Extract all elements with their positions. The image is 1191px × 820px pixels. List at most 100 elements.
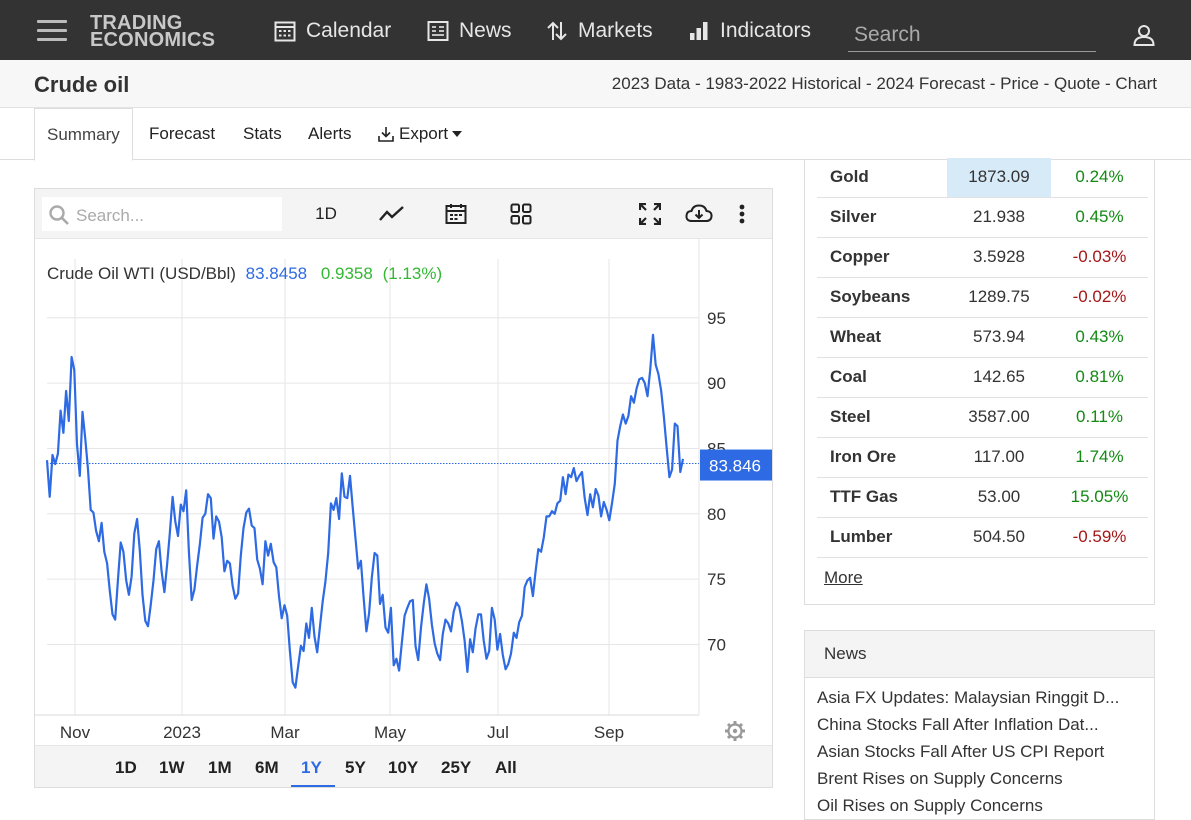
range-1w[interactable]: 1W bbox=[159, 758, 185, 777]
nav-news[interactable]: News bbox=[427, 18, 512, 44]
fullscreen-icon[interactable] bbox=[638, 201, 662, 227]
tab-summary[interactable]: Summary bbox=[34, 108, 133, 161]
commodity-change: 0.43% bbox=[1075, 327, 1124, 346]
news-item[interactable]: Asia FX Updates: Malaysian Ringgit D... bbox=[817, 688, 1120, 707]
range-10y[interactable]: 10Y bbox=[388, 758, 419, 777]
commodity-name[interactable]: Steel bbox=[830, 407, 871, 426]
table-row[interactable]: Silver 21.938 0.45% bbox=[817, 198, 1148, 238]
title-bar: Crude oil 2023 Data - 1983-2022 Historic… bbox=[0, 60, 1191, 108]
news-item[interactable]: China Stocks Fall After Inflation Dat... bbox=[817, 715, 1099, 734]
tab-stats[interactable]: Stats bbox=[243, 124, 282, 143]
series-line bbox=[45, 333, 685, 689]
news-panel: News Asia FX Updates: Malaysian Ringgit … bbox=[804, 630, 1155, 820]
table-row[interactable]: Soybeans 1289.75 -0.02% bbox=[817, 278, 1148, 318]
commodity-name[interactable]: TTF Gas bbox=[830, 487, 899, 506]
change-value: 0.9358 bbox=[321, 264, 373, 283]
y-tick-label: 75 bbox=[707, 570, 726, 589]
commodity-price: 117.00 bbox=[973, 447, 1025, 466]
x-tick-label: Nov bbox=[60, 723, 91, 742]
table-row[interactable]: Coal 142.65 0.81% bbox=[817, 358, 1148, 398]
chart-legend: Crude Oil WTI (USD/Bbl) 83.8458 0.9358 (… bbox=[47, 264, 442, 283]
more-options-icon[interactable] bbox=[738, 201, 746, 227]
calendar-icon bbox=[274, 20, 296, 42]
commodity-change: 0.24% bbox=[1075, 167, 1124, 186]
logo[interactable]: TRADING ECONOMICS bbox=[90, 12, 215, 50]
commodity-name[interactable]: Soybeans bbox=[830, 287, 911, 306]
range-25y[interactable]: 25Y bbox=[441, 758, 472, 777]
search-icon bbox=[48, 204, 70, 231]
nav-news-label: News bbox=[459, 19, 512, 42]
commodity-change: -0.03% bbox=[1072, 247, 1127, 266]
news-item[interactable]: Asian Stocks Fall After US CPI Report bbox=[817, 742, 1105, 761]
commodity-change: -0.02% bbox=[1072, 287, 1127, 306]
commodity-name[interactable]: Iron Ore bbox=[830, 447, 897, 466]
news-item[interactable]: Oil Rises on Supply Concerns bbox=[817, 796, 1043, 815]
range-all[interactable]: All bbox=[495, 758, 517, 777]
commodity-change: 0.81% bbox=[1075, 367, 1124, 386]
x-tick-label: Jul bbox=[487, 723, 509, 742]
range-1m[interactable]: 1M bbox=[208, 758, 232, 777]
markets-icon bbox=[546, 20, 568, 42]
y-tick-label: 95 bbox=[707, 309, 726, 328]
table-row[interactable]: Steel 3587.00 0.11% bbox=[817, 398, 1148, 438]
chart-settings-icon[interactable] bbox=[725, 721, 745, 741]
grid-layout-icon[interactable] bbox=[509, 201, 533, 227]
nav-indicators-label: Indicators bbox=[720, 19, 812, 42]
tab-alerts[interactable]: Alerts bbox=[308, 124, 352, 143]
line-chart-icon[interactable] bbox=[378, 201, 406, 227]
commodity-price: 1289.75 bbox=[968, 287, 1030, 306]
chart-search-input[interactable]: Search... bbox=[42, 197, 282, 231]
table-row[interactable]: Gold 1873.09 0.24% bbox=[817, 158, 1148, 198]
commodity-name[interactable]: Lumber bbox=[830, 527, 893, 546]
tab-forecast[interactable]: Forecast bbox=[149, 124, 216, 143]
interval-button[interactable]: 1D bbox=[315, 204, 337, 223]
nav-markets[interactable]: Markets bbox=[546, 18, 653, 44]
commodity-price: 1873.09 bbox=[947, 158, 1051, 197]
last-value: 83.8458 bbox=[246, 264, 307, 283]
page-title: Crude oil bbox=[34, 72, 130, 97]
nav-calendar[interactable]: Calendar bbox=[274, 18, 391, 44]
commodity-name[interactable]: Copper bbox=[830, 247, 890, 266]
range-5y[interactable]: 5Y bbox=[345, 758, 366, 777]
range-selector: 1D 1W 1M 6M 1Y 5Y 10Y 25Y All bbox=[35, 745, 772, 787]
user-icon[interactable] bbox=[1133, 24, 1155, 46]
commodity-price: 573.94 bbox=[973, 327, 1025, 346]
more-link[interactable]: More bbox=[824, 568, 863, 587]
table-row[interactable]: TTF Gas 53.00 15.05% bbox=[817, 478, 1148, 518]
nav-markets-label: Markets bbox=[578, 19, 653, 42]
news-item[interactable]: Brent Rises on Supply Concerns bbox=[817, 769, 1063, 788]
caret-down-icon bbox=[452, 131, 463, 137]
site-search-input[interactable] bbox=[848, 18, 1096, 52]
hamburger-menu-icon[interactable] bbox=[37, 20, 67, 42]
breadcrumb[interactable]: 2023 Data - 1983-2022 Historical - 2024 … bbox=[611, 74, 1157, 93]
calendar-range-icon[interactable] bbox=[444, 201, 468, 227]
commodity-change: 1.74% bbox=[1075, 447, 1124, 466]
table-row[interactable]: Wheat 573.94 0.43% bbox=[817, 318, 1148, 358]
download-icon bbox=[377, 125, 395, 143]
commodities-table: Gold 1873.09 0.24% Silver 21.938 0.45% C… bbox=[804, 158, 1155, 605]
commodity-name[interactable]: Gold bbox=[830, 167, 869, 186]
tab-export-label: Export bbox=[399, 124, 449, 143]
commodity-name[interactable]: Wheat bbox=[830, 327, 881, 346]
change-percent: (1.13%) bbox=[383, 264, 443, 283]
tab-export[interactable]: Export bbox=[377, 108, 463, 160]
nav-calendar-label: Calendar bbox=[306, 19, 392, 42]
logo-line-1: TRADING bbox=[90, 12, 183, 34]
news-icon bbox=[427, 20, 449, 42]
cloud-download-icon[interactable] bbox=[684, 201, 714, 227]
table-row[interactable]: Lumber 504.50 -0.59% bbox=[817, 518, 1148, 558]
table-row[interactable]: Iron Ore 117.00 1.74% bbox=[817, 438, 1148, 478]
table-row[interactable]: Copper 3.5928 -0.03% bbox=[817, 238, 1148, 278]
nav-indicators[interactable]: Indicators bbox=[688, 18, 811, 44]
active-range-indicator bbox=[291, 785, 335, 787]
commodity-name[interactable]: Silver bbox=[830, 207, 877, 226]
range-1d[interactable]: 1D bbox=[115, 758, 137, 777]
range-6m[interactable]: 6M bbox=[255, 758, 279, 777]
commodity-name[interactable]: Coal bbox=[830, 367, 867, 386]
tab-bar: Summary Forecast Stats Alerts Export bbox=[0, 108, 1191, 161]
commodity-change: 15.05% bbox=[1070, 487, 1129, 506]
commodity-price: 53.00 bbox=[977, 487, 1021, 506]
range-1y[interactable]: 1Y bbox=[301, 758, 322, 777]
